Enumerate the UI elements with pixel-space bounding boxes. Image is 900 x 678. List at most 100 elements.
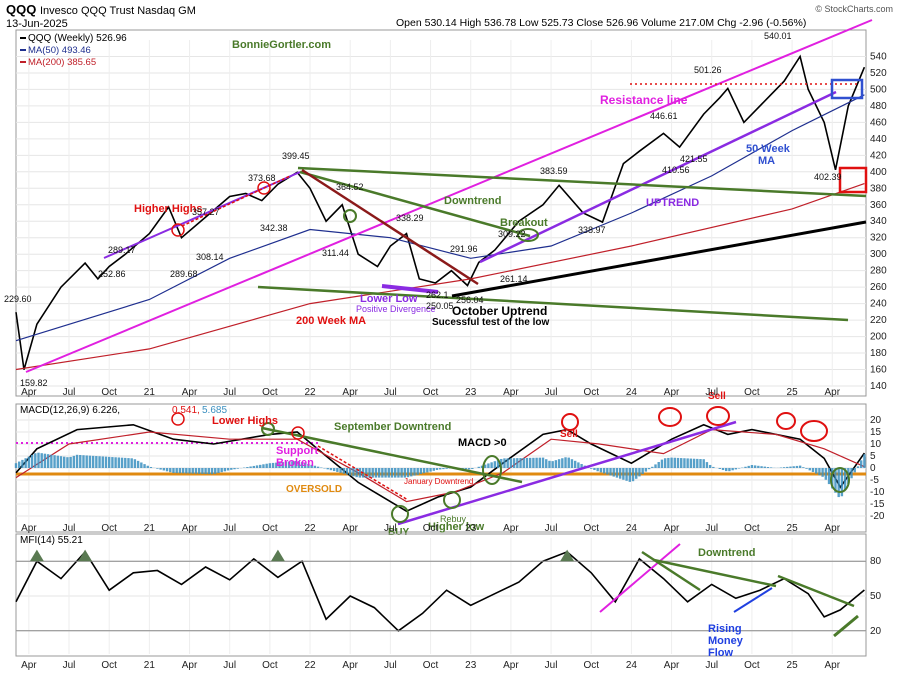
- macd-histogram-bar: [625, 468, 627, 481]
- y-tick-label: 420: [870, 150, 887, 161]
- macd-histogram-bar: [391, 468, 393, 478]
- macd-histogram-bar: [105, 457, 107, 468]
- price-value-label: 421.55: [680, 154, 708, 164]
- macd-histogram-bar: [728, 468, 730, 471]
- mfi-overbought-fill: [271, 550, 285, 562]
- macd-histogram-bar: [95, 456, 97, 468]
- macd-histogram-bar: [34, 453, 36, 468]
- price-value-label: 338.97: [578, 225, 606, 235]
- macd-histogram-bar: [397, 468, 399, 478]
- macd-histogram-bar: [420, 468, 422, 474]
- macd-histogram-bar: [31, 455, 33, 468]
- rebuy-circle: [444, 492, 460, 508]
- macd-histogram-bar: [73, 456, 75, 468]
- y-tick-label: 320: [870, 233, 887, 244]
- price-value-label: 250.05: [426, 301, 454, 311]
- macd-annotation-january-downtrend: January Downtrend: [404, 477, 473, 486]
- annotation-200-week-ma: 200 Week MA: [296, 315, 366, 327]
- macd-histogram-bar: [57, 456, 59, 468]
- macd-histogram-bar: [513, 458, 515, 468]
- macd-histogram-bar: [551, 461, 553, 468]
- price-y-axis: 1401601802002202402602803003203403603804…: [870, 51, 887, 392]
- macd-histogram-bar: [619, 468, 621, 479]
- x-tick-label: Jul: [384, 523, 397, 534]
- macd-histogram-bar: [571, 459, 573, 468]
- macd-histogram-bar: [433, 468, 435, 471]
- macd-histogram-bar: [85, 455, 87, 468]
- macd-histogram-bar: [346, 468, 348, 475]
- mfi-downtrend-line: [642, 552, 700, 590]
- macd-histogram-bar: [179, 468, 181, 473]
- macd-histogram-bar: [796, 466, 798, 468]
- macd-histogram-bar: [44, 454, 46, 468]
- macd-histogram-bar: [53, 455, 55, 468]
- macd-histogram-bar: [593, 468, 595, 470]
- mfi-series-layer: [16, 550, 866, 631]
- y-tick-label: 380: [870, 183, 887, 194]
- macd-histogram-bar: [269, 463, 271, 468]
- y-tick-label: -5: [870, 475, 879, 486]
- macd-histogram-bar: [156, 468, 158, 469]
- macd-histogram-bar: [188, 468, 190, 474]
- x-tick-label: Oct: [423, 387, 439, 398]
- macd-annotation-oversold: OVERSOLD: [286, 484, 342, 495]
- annotation-breakout: Breakout: [500, 217, 548, 229]
- y-tick-label: 260: [870, 282, 887, 293]
- macd-histogram-bar: [368, 468, 370, 478]
- macd-histogram-bar: [519, 458, 521, 468]
- macd-histogram-bar: [613, 468, 615, 477]
- x-tick-label: Apr: [503, 387, 519, 398]
- price-value-label: 342.38: [260, 223, 288, 233]
- macd-histogram-bar: [423, 468, 425, 473]
- macd-histogram-bar: [658, 462, 660, 468]
- macd-histogram-bar: [314, 466, 316, 468]
- y-tick-label: 440: [870, 134, 887, 145]
- macd-histogram-bar: [693, 459, 695, 468]
- y-tick-label: 80: [870, 556, 882, 567]
- price-value-label: 229.60: [4, 294, 32, 304]
- macd-histogram-bar: [767, 467, 769, 468]
- x-tick-label: Oct: [101, 387, 117, 398]
- price-value-label: 357.27: [192, 207, 220, 217]
- x-tick-label: 23: [465, 523, 477, 534]
- x-tick-label: 25: [787, 660, 799, 671]
- macd-histogram-bar: [703, 459, 705, 468]
- buy-circle: [392, 506, 408, 522]
- macd-histogram-bar: [683, 458, 685, 468]
- macd-histogram-bar: [130, 458, 132, 468]
- macd-histogram-bar: [47, 454, 49, 468]
- price-value-label: 262.1: [426, 290, 449, 300]
- x-tick-label: Oct: [423, 660, 439, 671]
- macd-histogram-bar: [76, 455, 78, 468]
- macd-histogram-bar: [731, 468, 733, 470]
- x-tick-label: Apr: [182, 660, 198, 671]
- x-tick-label: Apr: [21, 523, 37, 534]
- macd-legend: MACD(12,26,9) 6.226,: [20, 405, 120, 416]
- macd-histogram-bar: [503, 458, 505, 468]
- macd-histogram-bar: [140, 462, 142, 468]
- macd-histogram-bar: [760, 466, 762, 468]
- macd-histogram-bar: [102, 456, 104, 468]
- annotation-ma: MA: [758, 155, 775, 167]
- macd-annotation-lower-highs: Lower Highs: [212, 415, 278, 427]
- y-tick-label: 140: [870, 381, 887, 392]
- macd-histogram-bar: [224, 468, 226, 471]
- price-value-label: 311.44: [322, 248, 349, 258]
- macd-histogram-bar: [735, 468, 737, 469]
- price-value-label: 252.86: [98, 269, 126, 279]
- macd-histogram-bar: [63, 457, 65, 468]
- macd-histogram-bar: [98, 456, 100, 468]
- x-tick-label: Jul: [223, 523, 236, 534]
- x-tick-label: Apr: [342, 387, 358, 398]
- y-tick-label: 15: [870, 427, 882, 438]
- price-value-label: 383.59: [540, 166, 568, 176]
- macd-histogram-bar: [664, 458, 666, 468]
- macd-histogram-bar: [111, 457, 113, 468]
- macd-histogram-bar: [230, 468, 232, 470]
- y-tick-label: 520: [870, 68, 887, 79]
- macd-histogram-bar: [825, 468, 827, 480]
- macd-histogram-bar: [217, 468, 219, 473]
- macd-histogram-bar: [204, 468, 206, 474]
